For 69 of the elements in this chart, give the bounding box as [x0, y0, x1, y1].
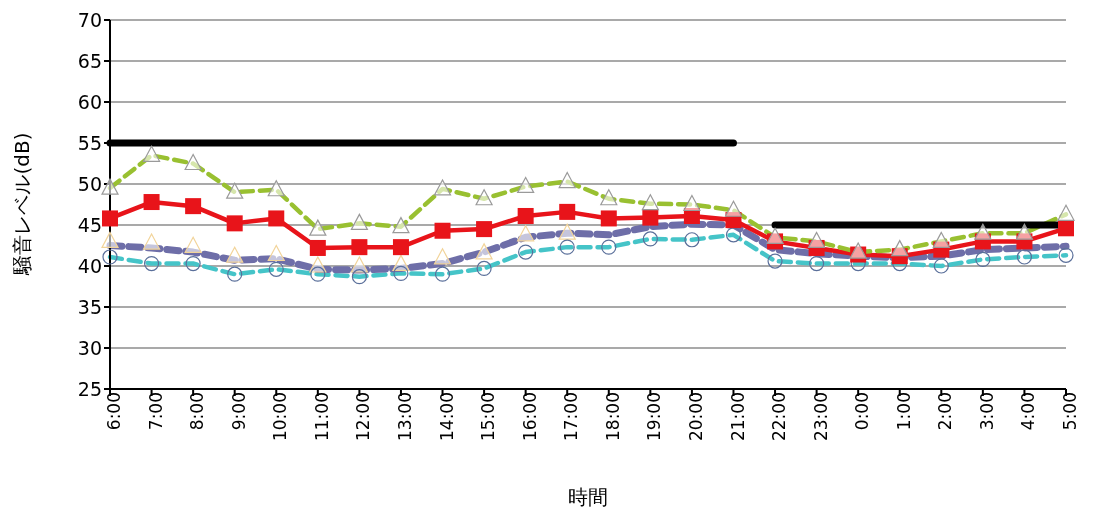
y-axis-title: 騒音レベル(dB) [10, 132, 35, 276]
x-axis-title: 時間 [568, 485, 608, 509]
x-tick-label: 21:00 [727, 392, 748, 441]
point [517, 225, 535, 242]
point [974, 233, 991, 250]
y-tick-label: 25 [77, 377, 102, 400]
point [101, 231, 119, 248]
y-tick-label: 60 [77, 90, 102, 113]
x-tick-label: 5:00 [1060, 392, 1081, 431]
point [1058, 220, 1074, 237]
point [102, 210, 118, 227]
point [434, 222, 451, 239]
x-tick-label: 18:00 [602, 392, 623, 441]
point [143, 194, 160, 211]
x-tick-label: 3:00 [976, 392, 997, 431]
point [392, 239, 409, 256]
x-tick-label: 7:00 [145, 392, 166, 431]
point [142, 233, 161, 250]
x-tick-label: 11:00 [311, 392, 332, 441]
x-tick-label: 4:00 [1018, 392, 1039, 431]
y-tick-label: 65 [77, 49, 102, 72]
x-tick-label: 9:00 [228, 392, 249, 431]
point [476, 221, 493, 238]
point [558, 223, 576, 240]
point [933, 241, 950, 258]
point [767, 233, 784, 250]
y-tick-label: 50 [77, 172, 102, 195]
point [850, 246, 867, 263]
point [268, 210, 285, 227]
point [226, 215, 243, 232]
x-tick-label: 15:00 [478, 392, 499, 441]
y-tick-label: 30 [77, 336, 102, 359]
x-tick-label: 19:00 [644, 392, 665, 441]
point [559, 203, 576, 220]
x-tick-label: 14:00 [436, 392, 457, 441]
x-tick-label: 6:00 [104, 392, 125, 431]
x-tick-label: 12:00 [353, 392, 374, 441]
point [184, 236, 202, 253]
x-tick-label: 22:00 [769, 392, 790, 441]
point [642, 209, 659, 226]
x-tick-label: 13:00 [395, 392, 416, 441]
point [475, 243, 493, 260]
point [725, 212, 742, 229]
point [808, 239, 825, 256]
y-tick-label: 35 [77, 295, 102, 318]
y-tick-label: 70 [77, 8, 102, 31]
x-tick-label: 16:00 [519, 392, 540, 441]
point [226, 246, 244, 263]
point [185, 198, 202, 215]
point [891, 248, 908, 265]
point [683, 207, 700, 224]
point [433, 248, 452, 265]
point [267, 244, 285, 262]
point [351, 239, 368, 256]
point [1016, 233, 1033, 250]
x-tick-label: 10:00 [270, 392, 291, 441]
x-tick-label: 0:00 [852, 392, 873, 431]
x-tick-label: 2:00 [935, 392, 956, 431]
point [517, 207, 534, 224]
y-tick-label: 40 [77, 254, 102, 277]
x-tick-label: 1:00 [893, 392, 914, 431]
point [309, 239, 326, 256]
y-tick-label: 55 [77, 131, 102, 154]
x-tick-label: 8:00 [187, 392, 208, 431]
y-tick-label: 45 [77, 213, 102, 236]
x-tick-label: 17:00 [561, 392, 582, 441]
x-tick-label: 20:00 [685, 392, 706, 441]
point [600, 210, 617, 227]
x-tick-label: 23:00 [810, 392, 831, 441]
